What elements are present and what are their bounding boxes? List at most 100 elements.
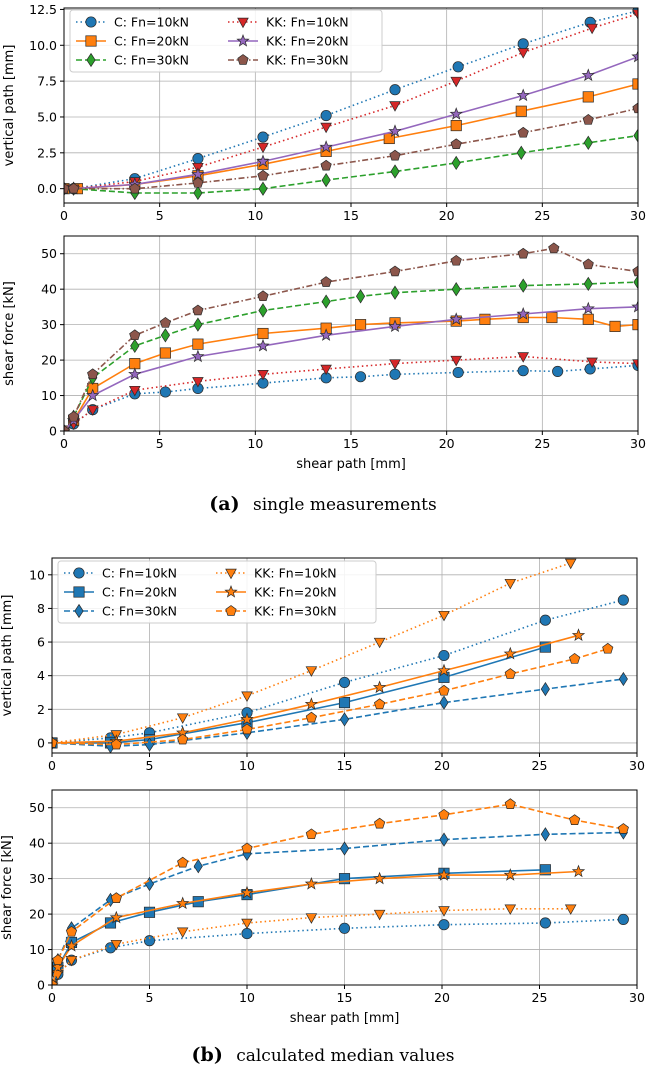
series-1 xyxy=(52,864,551,985)
series-line xyxy=(64,364,638,431)
data-point xyxy=(372,680,387,694)
data-point xyxy=(176,713,189,724)
data-point xyxy=(586,23,598,35)
legend-label: KK: Fn=20kN xyxy=(254,585,337,600)
data-point xyxy=(504,904,517,915)
data-point xyxy=(518,278,528,293)
series-1 xyxy=(52,641,551,749)
y-tick-label: 0.0 xyxy=(37,181,57,196)
legend-item: C: Fn=20kN xyxy=(76,34,189,49)
data-point xyxy=(633,128,638,143)
legend-marker xyxy=(85,16,97,28)
legend-label: C: Fn=10kN xyxy=(114,15,189,30)
data-point xyxy=(305,711,317,723)
data-point xyxy=(389,265,401,277)
data-point xyxy=(582,313,594,325)
x-tick-label: 20 xyxy=(439,208,455,223)
data-point xyxy=(241,842,253,854)
series-group xyxy=(52,798,629,985)
data-point xyxy=(160,328,171,343)
series-5 xyxy=(64,102,638,194)
legend-marker xyxy=(85,35,97,47)
data-point xyxy=(257,290,269,302)
data-point xyxy=(319,328,333,341)
legend-marker xyxy=(73,586,85,598)
x-tick-label: 20 xyxy=(434,758,450,773)
data-point xyxy=(110,892,122,903)
data-point xyxy=(450,355,462,367)
y-tick-label: 0 xyxy=(37,978,45,993)
x-tick-label: 15 xyxy=(343,208,359,223)
data-point xyxy=(389,368,401,380)
y-axis-label: shear force [kN] xyxy=(2,281,17,386)
series-line xyxy=(52,634,579,744)
data-point xyxy=(129,182,141,194)
data-point xyxy=(582,113,594,125)
svg-text:(b) calculated median va: (b) calculated median values xyxy=(192,1044,455,1066)
data-point xyxy=(192,153,204,165)
legend-label: C: Fn=20kN xyxy=(114,34,189,49)
legend-item: KK: Fn=10kN xyxy=(216,566,337,581)
series-3 xyxy=(52,904,577,985)
series-5 xyxy=(52,798,629,985)
data-point xyxy=(257,169,269,181)
data-point xyxy=(389,359,401,370)
y-tick-label: 2 xyxy=(37,702,45,717)
x-tick-label: 20 xyxy=(434,990,450,1005)
data-point xyxy=(564,904,577,915)
data-point xyxy=(438,808,450,820)
data-point xyxy=(517,247,529,259)
panel-a-shear-force-chart: 0 5 10 15 20 25 30 0 10 20 30 40 50 shear force [kN] s… xyxy=(2,235,646,472)
y-tick-label: 10.0 xyxy=(29,38,57,53)
y-tick-label: 10 xyxy=(41,388,57,403)
y-tick-label: 12.5 xyxy=(29,2,57,17)
legend-marker xyxy=(237,54,249,65)
data-point xyxy=(177,733,189,745)
legend-item: C: Fn=10kN xyxy=(76,15,189,30)
data-point xyxy=(320,109,332,122)
data-point xyxy=(305,913,318,924)
data-point xyxy=(373,637,386,649)
data-point xyxy=(450,254,462,266)
x-tick-label: 0 xyxy=(60,436,68,451)
legend-item: C: Fn=30kN xyxy=(76,53,189,68)
data-point xyxy=(539,614,551,626)
data-point xyxy=(438,919,450,931)
data-point xyxy=(438,671,450,683)
data-point xyxy=(129,358,141,370)
data-point xyxy=(240,712,254,726)
legend-item: KK: Fn=20kN xyxy=(216,585,337,600)
data-point xyxy=(241,723,253,735)
data-point xyxy=(256,154,270,168)
data-point xyxy=(86,388,100,402)
y-tick-label: 10 xyxy=(29,942,45,957)
data-point xyxy=(632,9,638,20)
x-tick-label: 30 xyxy=(629,758,645,773)
y-tick-label: 50 xyxy=(41,246,57,261)
x-tick-label: 30 xyxy=(630,436,646,451)
legend-label: KK: Fn=10kN xyxy=(254,566,337,581)
caption-b: (b) calculated median values xyxy=(192,1044,455,1066)
data-point xyxy=(439,695,449,710)
y-axis-label: vertical path [mm] xyxy=(2,45,17,167)
y-axis-label: shear force [kN] xyxy=(0,835,15,940)
data-point xyxy=(373,817,386,829)
legend: C: Fn=10kN C: Fn=20kN C: Fn=30kN KK: Fn=10k… xyxy=(57,560,377,624)
data-point xyxy=(609,320,621,332)
legend-marker xyxy=(225,568,237,580)
x-tick-label: 15 xyxy=(337,990,353,1005)
data-point xyxy=(355,289,366,304)
series-5 xyxy=(52,642,614,750)
panel-b-shear-force-chart: 0 5 10 15 20 25 30 0 10 20 30 40 50 shear force [kN] s… xyxy=(0,789,645,1026)
data-point xyxy=(143,906,156,918)
data-point xyxy=(143,935,156,947)
x-tick-label: 0 xyxy=(60,208,68,223)
data-point xyxy=(618,671,628,687)
caption-a-text: single measurements xyxy=(253,495,437,515)
series-line xyxy=(52,869,546,985)
data-point xyxy=(571,864,586,878)
data-point xyxy=(87,368,99,380)
data-point xyxy=(338,697,351,709)
data-point xyxy=(67,410,80,422)
